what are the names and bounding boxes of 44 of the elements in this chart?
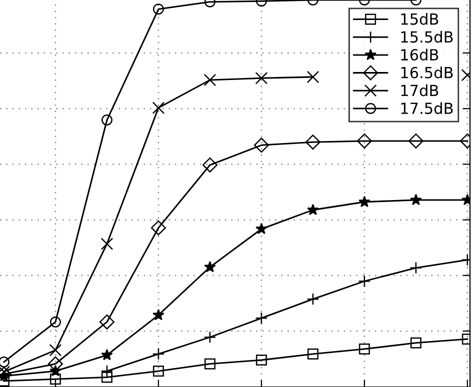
point (101, 348, 113, 360)
point (152, 348, 165, 360)
point (358, 196, 370, 208)
point (50, 316, 61, 328)
point (410, 262, 422, 274)
point (358, 275, 371, 288)
point (408, 133, 424, 148)
legend-label: 16dB (401, 48, 438, 61)
point (305, 134, 320, 150)
legend-label: 17.5dB (401, 102, 453, 114)
point (204, 74, 216, 86)
legend-label: 15dB (401, 13, 438, 25)
legend-label: 17dB (401, 84, 438, 96)
point (307, 348, 318, 360)
point (356, 133, 372, 148)
point (152, 4, 164, 15)
legend-label: 15.5dB (401, 30, 453, 43)
point (50, 374, 61, 385)
point (410, 337, 422, 348)
point (204, 358, 216, 370)
point (306, 70, 320, 84)
point (204, 331, 216, 344)
point (358, 344, 370, 354)
legend-label: 16.5dB (401, 66, 453, 78)
point (100, 238, 114, 250)
point (204, 260, 216, 272)
point (202, 157, 218, 172)
point (101, 114, 112, 126)
point (256, 222, 268, 234)
point (100, 364, 114, 378)
point (256, 354, 267, 366)
point (152, 366, 164, 377)
point (254, 138, 269, 153)
point (255, 312, 268, 324)
point (152, 308, 164, 320)
point (255, 72, 268, 84)
point (306, 292, 320, 306)
point (150, 220, 166, 236)
point (101, 372, 112, 383)
point (410, 194, 422, 206)
point (152, 102, 165, 114)
point (99, 314, 114, 330)
point (49, 344, 62, 356)
point (307, 204, 319, 216)
